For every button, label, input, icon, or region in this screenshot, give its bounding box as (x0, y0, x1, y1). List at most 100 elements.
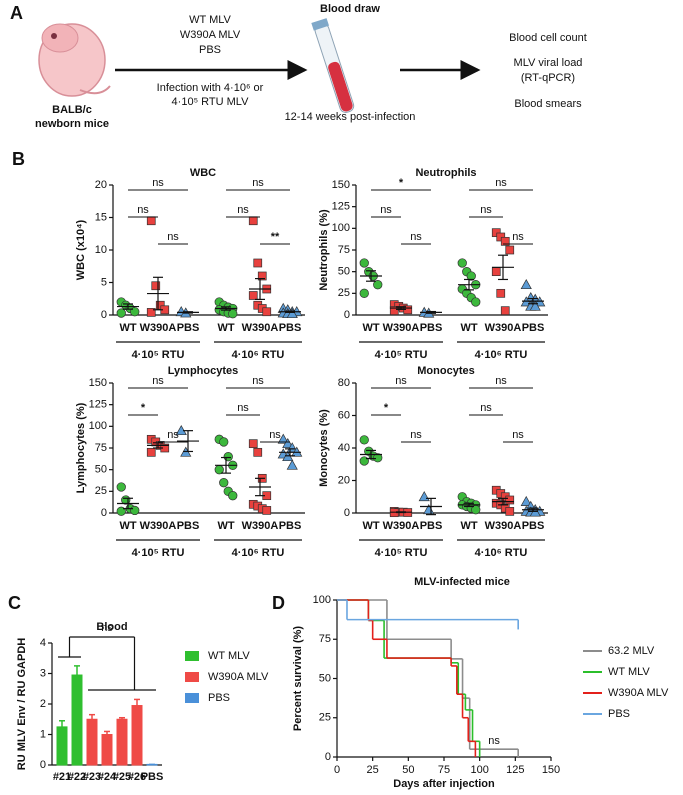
point (248, 439, 258, 449)
x-tick-label: PBS (420, 520, 443, 532)
y-tick-label: 40 (338, 442, 350, 454)
y-tick-label: 150 (332, 179, 350, 191)
point (418, 491, 430, 502)
x-tick-label: 0 (334, 764, 340, 776)
y-tick-label: 0 (325, 751, 331, 763)
readout: MLV viral load (514, 57, 583, 69)
x-tick-label: #26 (128, 771, 146, 783)
significance: ns (512, 231, 524, 243)
significance: * (384, 402, 389, 414)
x-tick-label: WT (217, 520, 234, 532)
y-tick-label: 0 (40, 759, 46, 771)
x-tick-label: W390A (383, 322, 420, 334)
x-tick-label: W390A (383, 520, 420, 532)
group-label: 4·10⁵ RTU (375, 547, 428, 559)
group-label: 4·10⁶ RTU (475, 547, 528, 559)
significance: ns (167, 231, 179, 243)
legend-label: PBS (608, 708, 630, 720)
point (373, 280, 383, 290)
group-label: 4·10⁶ RTU (232, 349, 285, 361)
significance: ns (480, 402, 492, 414)
point (116, 482, 126, 492)
bar (86, 718, 98, 766)
x-tick-label: W390A (140, 520, 177, 532)
point (116, 308, 126, 318)
x-tick-label: W390A (485, 520, 522, 532)
significance: ns (137, 204, 149, 216)
point (505, 245, 515, 255)
x-tick-label: #21 (53, 771, 71, 783)
point (223, 452, 233, 462)
y-axis-label: Lymphocytes (%) (75, 402, 87, 493)
point (520, 278, 532, 290)
point (262, 307, 272, 317)
y-axis-label: Neutrophils (%) (318, 209, 330, 291)
point (491, 267, 501, 277)
point (146, 216, 156, 226)
y-tick-label: 150 (89, 377, 107, 389)
point (500, 306, 510, 316)
y-tick-label: 125 (89, 399, 107, 411)
x-tick-label: PBS (522, 322, 545, 334)
mouse-label: newborn mice (35, 118, 109, 130)
group-label: 4·10⁶ RTU (232, 547, 285, 559)
x-tick-label: PBS (177, 520, 200, 532)
significance: ns (152, 375, 164, 387)
point (359, 288, 369, 298)
legend-label: 63.2 MLV (608, 645, 655, 657)
readout: Blood smears (514, 98, 582, 110)
point (359, 258, 369, 268)
x-tick-label: W390A (485, 322, 522, 334)
point (219, 437, 229, 447)
point (389, 306, 399, 316)
significance: ns (512, 429, 524, 441)
y-tick-label: 125 (332, 201, 350, 213)
y-axis-label: Percent survival (%) (292, 626, 304, 731)
point (505, 507, 515, 516)
significance: ns (495, 177, 507, 189)
significance: ns (167, 429, 179, 441)
group-text: W390A MLV (180, 29, 241, 41)
readout: Blood cell count (509, 32, 587, 44)
point (253, 447, 263, 457)
y-tick-label: 0 (344, 309, 350, 321)
significance: ns (380, 204, 392, 216)
significance: * (141, 402, 146, 414)
group-label: 4·10⁵ RTU (375, 349, 428, 361)
x-tick-label: WT (119, 520, 136, 532)
y-tick-label: 50 (95, 464, 107, 476)
x-tick-label: #25 (113, 771, 131, 783)
significance: ns (252, 375, 264, 387)
y-axis-label: WBC (x10⁴) (75, 219, 87, 280)
point (151, 281, 161, 291)
point (286, 307, 298, 319)
significance: ns (152, 177, 164, 189)
panel-label: D (272, 593, 285, 613)
bar (71, 674, 83, 766)
bar (56, 726, 68, 766)
y-tick-label: 20 (95, 179, 107, 191)
x-tick-label: WT (217, 322, 234, 334)
x-tick-label: W390A (242, 322, 279, 334)
panel-label: C (8, 593, 21, 613)
point (520, 495, 532, 506)
x-tick-label: 50 (402, 764, 414, 776)
point (505, 495, 515, 505)
x-tick-label: PBS (279, 520, 302, 532)
y-tick-label: 15 (95, 211, 107, 223)
point (146, 447, 156, 457)
x-tick-label: WT (119, 322, 136, 334)
y-tick-label: 10 (95, 244, 107, 256)
blood-draw: Blood draw (320, 3, 380, 15)
y-tick-label: 20 (338, 474, 350, 486)
chart-title: Neutrophils (415, 167, 476, 179)
chart-title: MLV-infected mice (414, 576, 510, 588)
infection-text: Infection with 4·10⁶ or (157, 82, 264, 94)
x-tick-label: PBS (279, 322, 302, 334)
point (471, 297, 481, 307)
point (359, 435, 369, 445)
y-tick-label: 100 (332, 222, 350, 234)
y-tick-label: 4 (40, 637, 46, 649)
x-tick-label: WT (362, 322, 379, 334)
mouse-icon (38, 23, 111, 97)
